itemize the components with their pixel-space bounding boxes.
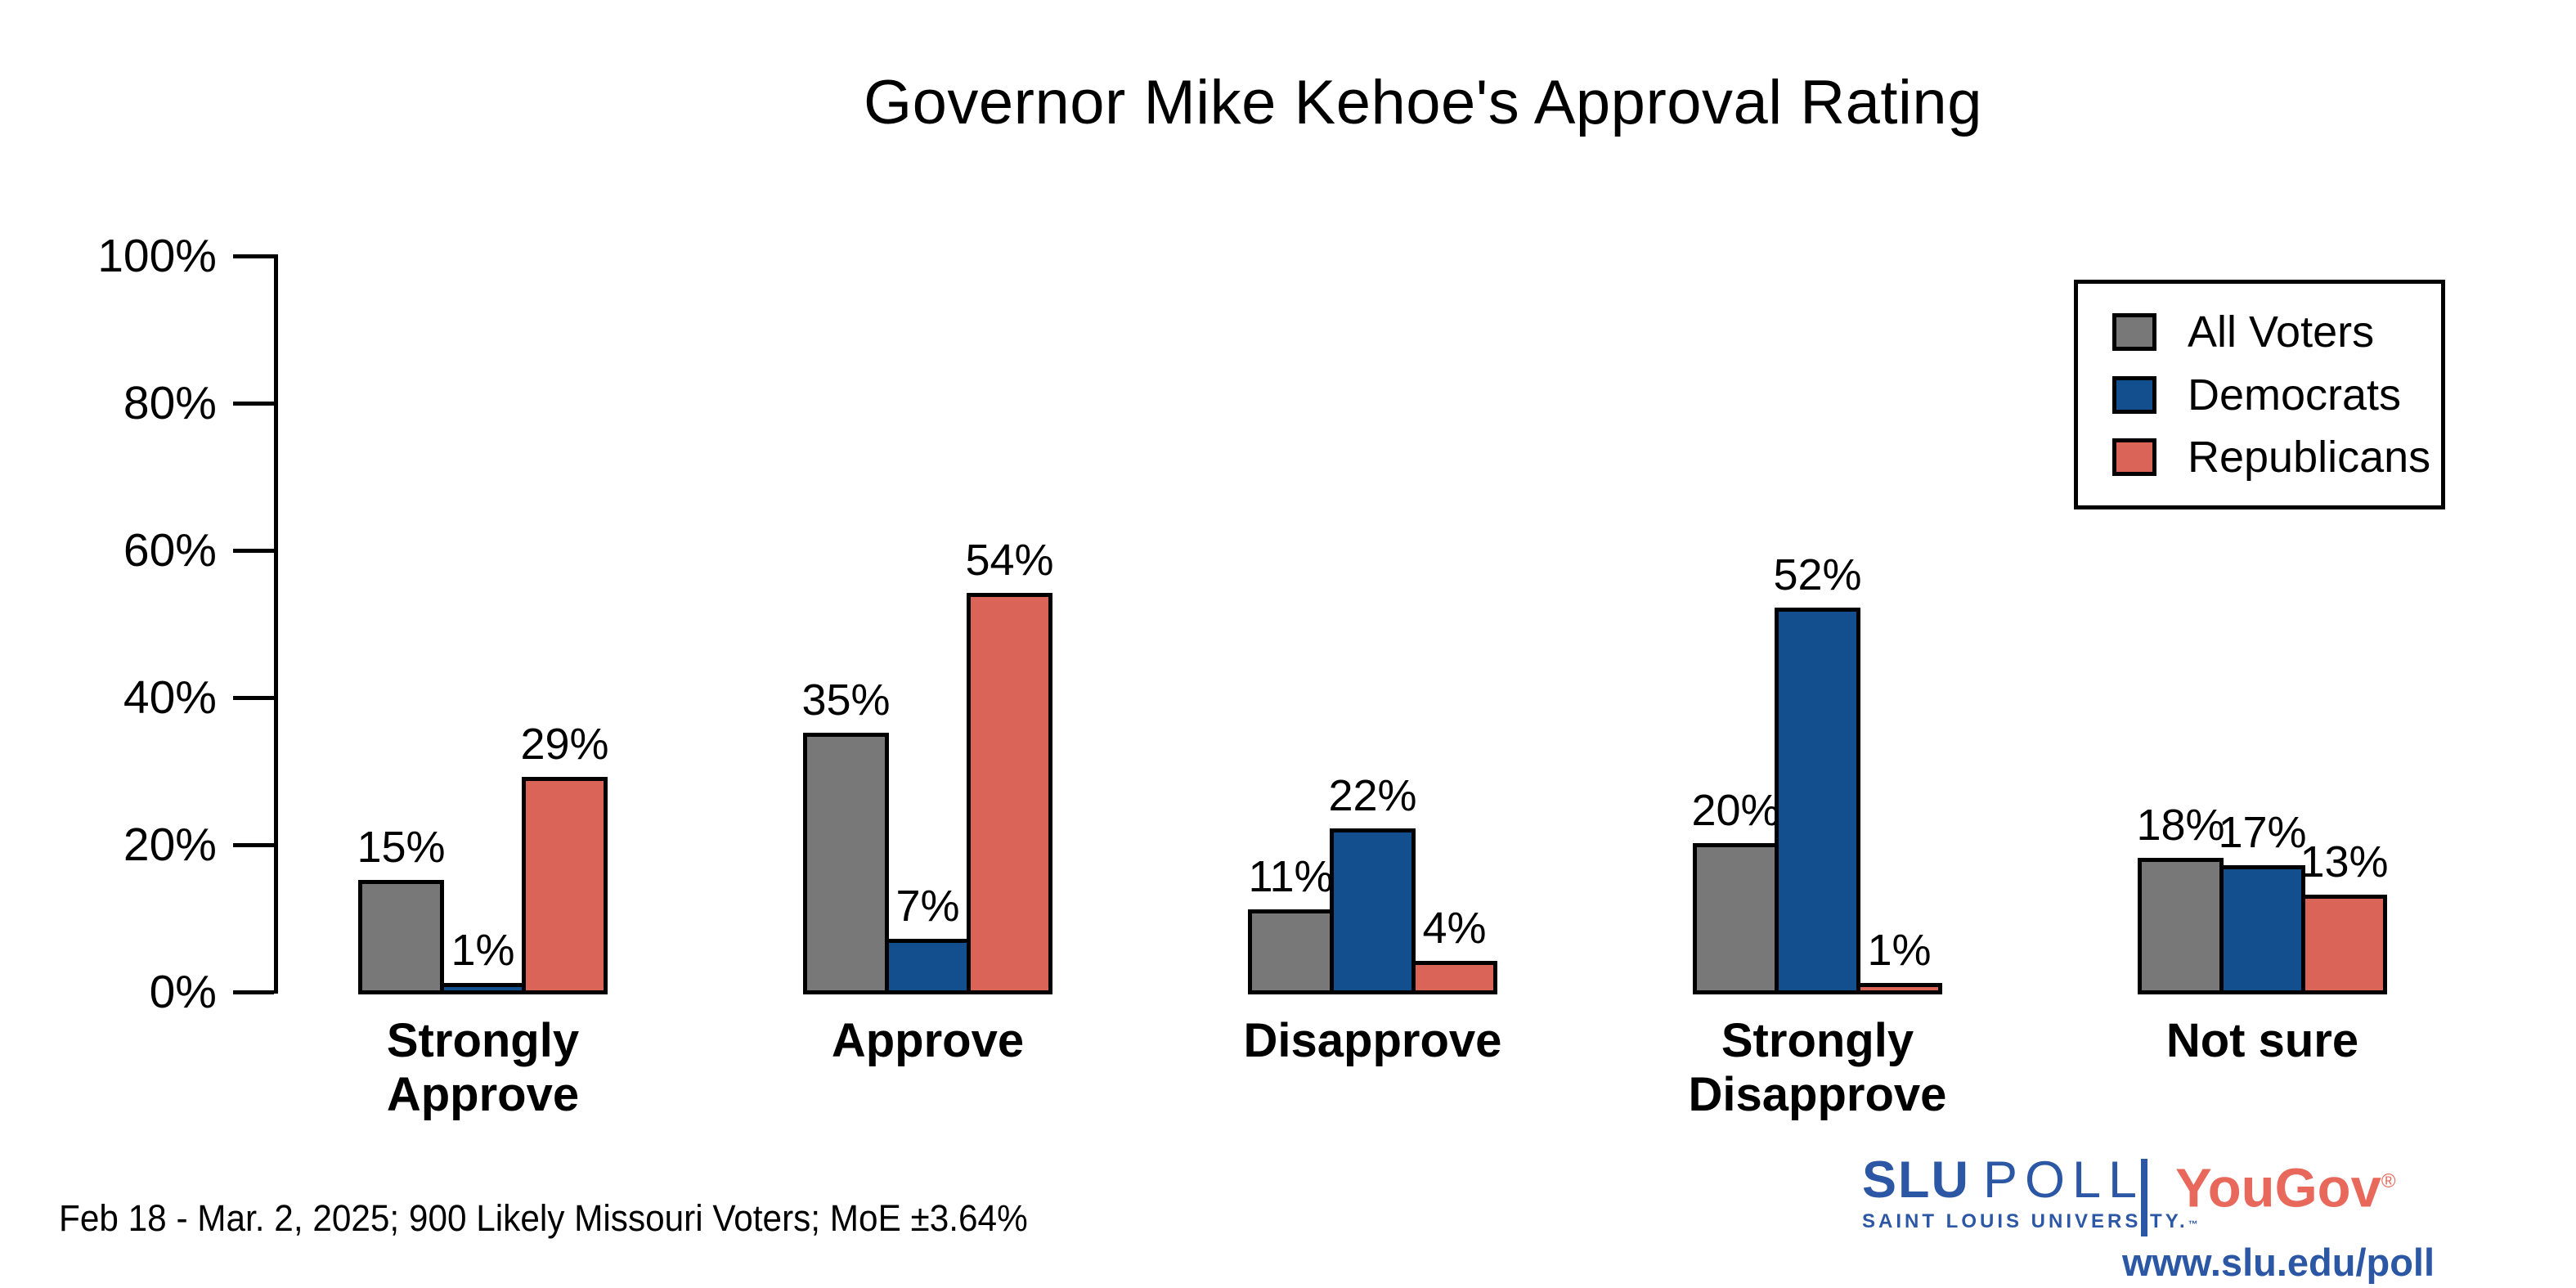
legend-label-democrats: Democrats: [2188, 370, 2402, 420]
bar-value-republicans-not-sure: 13%: [2300, 837, 2389, 886]
legend-item-all-voters: All Voters: [2112, 309, 2433, 355]
bar-republicans-not-sure: [2301, 895, 2387, 994]
bar-all-voters-strongly-approve: [358, 880, 444, 994]
bar-all-voters-strongly-disapprove: [1693, 843, 1779, 994]
y-tick-80: [233, 402, 274, 406]
y-tick-20: [233, 843, 274, 847]
bar-democrats-strongly-approve: [440, 983, 526, 994]
y-tick-label-20: 20%: [123, 819, 217, 871]
bar-value-all-voters-strongly-approve: 15%: [357, 823, 446, 872]
slu-poll-url: www.slu.edu/poll: [2121, 1241, 2435, 1284]
bar-value-all-voters-approve: 35%: [801, 675, 891, 725]
legend-label-all-voters: All Voters: [2188, 307, 2375, 357]
survey-footnote: Feb 18 - Mar. 2, 2025; 900 Likely Missou…: [59, 1197, 1028, 1239]
x-label-approve: Approve: [831, 1014, 1025, 1067]
bar-value-republicans-approve: 54%: [965, 536, 1054, 585]
bar-republicans-strongly-approve: [522, 777, 608, 994]
y-tick-0: [233, 990, 274, 994]
bar-value-all-voters-strongly-disapprove: 20%: [1691, 786, 1780, 835]
x-label-strongly-approve: Strongly Approve: [386, 1014, 580, 1121]
slu-poll-wordmark: SLU POLL: [1862, 1155, 2198, 1206]
y-tick-label-0: 0%: [149, 966, 217, 1018]
legend-item-republicans: Republicans: [2112, 434, 2433, 480]
bar-value-all-voters-not-sure: 18%: [2136, 801, 2225, 850]
bar-value-republicans-disapprove: 4%: [1422, 904, 1487, 953]
legend-label-republicans: Republicans: [2188, 433, 2431, 482]
bar-value-republicans-strongly-approve: 29%: [520, 720, 609, 769]
y-tick-40: [233, 696, 274, 700]
slu-subtitle: SAINT LOUIS UNIVERSITY.: [1862, 1210, 2188, 1232]
bar-value-republicans-strongly-disapprove: 1%: [1867, 926, 1932, 975]
y-tick-label-80: 80%: [123, 377, 217, 429]
x-label-not-sure: Not sure: [2165, 1014, 2359, 1067]
bar-democrats-approve: [885, 939, 971, 994]
registered-symbol: ®: [2381, 1170, 2396, 1192]
poll-logo-text: POLL: [1983, 1151, 2145, 1209]
slu-poll-logo: SLU POLL SAINT LOUIS UNIVERSITY.™: [1862, 1155, 2198, 1234]
y-axis-line: [274, 254, 278, 994]
legend: All Voters Democrats Republicans: [2074, 280, 2445, 509]
bar-democrats-strongly-disapprove: [1775, 608, 1860, 994]
bar-value-democrats-approve: 7%: [895, 882, 960, 931]
yougov-logo-text: YouGov: [2175, 1157, 2381, 1219]
saint-louis-university-text: SAINT LOUIS UNIVERSITY.™: [1862, 1212, 2198, 1234]
slu-logo-text: SLU: [1862, 1151, 1970, 1209]
chart-title: Governor Mike Kehoe's Approval Rating: [864, 68, 1982, 137]
bar-value-democrats-disapprove: 22%: [1328, 771, 1417, 820]
y-tick-label-60: 60%: [123, 524, 217, 577]
legend-item-democrats: Democrats: [2112, 372, 2433, 418]
legend-swatch-democrats: [2112, 375, 2156, 414]
bar-republicans-disapprove: [1411, 961, 1497, 994]
legend-swatch-all-voters: [2112, 312, 2156, 351]
bar-value-all-voters-disapprove: 11%: [1248, 852, 1334, 901]
y-tick-100: [233, 254, 274, 258]
bar-democrats-disapprove: [1330, 828, 1416, 994]
bar-republicans-strongly-disapprove: [1856, 983, 1942, 994]
y-tick-label-100: 100%: [97, 230, 217, 282]
x-label-strongly-disapprove: Strongly Disapprove: [1688, 1014, 1947, 1121]
bar-all-voters-approve: [803, 733, 889, 994]
bar-value-democrats-strongly-disapprove: 52%: [1773, 550, 1862, 599]
brand-divider: [2141, 1159, 2147, 1236]
bar-value-democrats-strongly-approve: 1%: [451, 926, 515, 975]
bar-republicans-approve: [967, 593, 1052, 994]
bar-value-democrats-not-sure: 17%: [2218, 808, 2307, 857]
trademark-symbol: ™: [2188, 1218, 2198, 1230]
legend-swatch-republicans: [2112, 438, 2156, 477]
yougov-logo: YouGov®: [2175, 1154, 2396, 1215]
y-tick-label-40: 40%: [123, 671, 217, 724]
y-tick-60: [233, 549, 274, 553]
bar-all-voters-disapprove: [1248, 909, 1334, 994]
bar-all-voters-not-sure: [2138, 858, 2224, 994]
x-label-disapprove: Disapprove: [1243, 1014, 1502, 1067]
